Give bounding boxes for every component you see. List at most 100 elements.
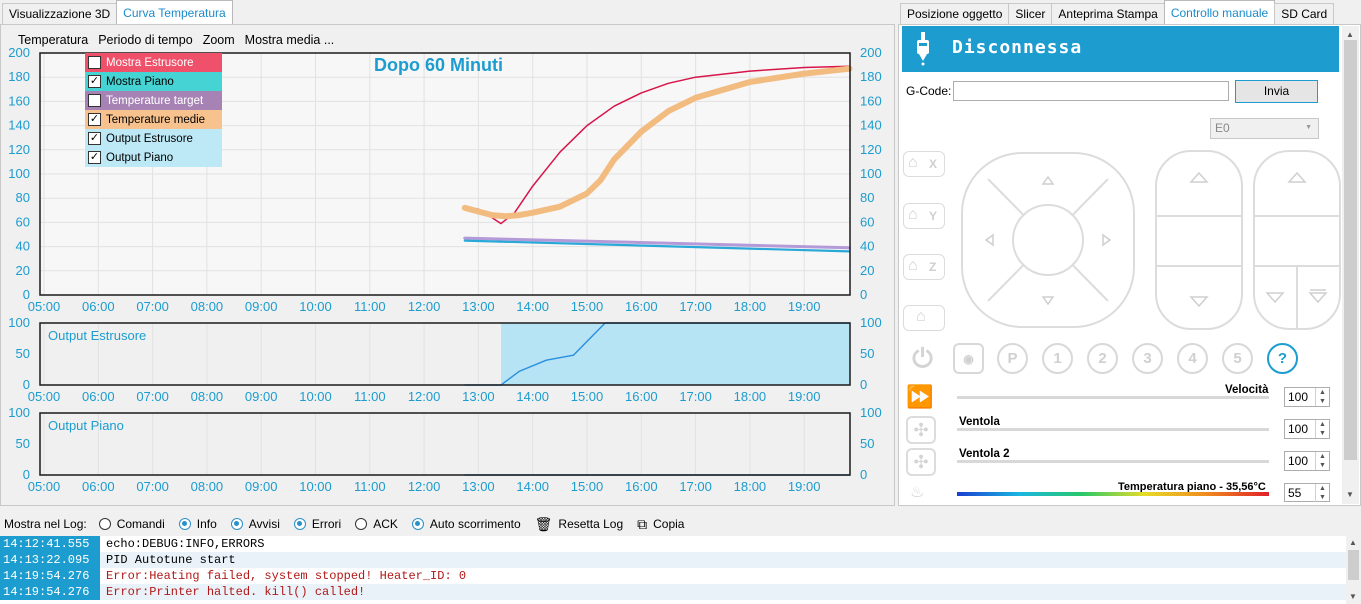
tab-manual-control[interactable]: Controllo manuale xyxy=(1163,0,1276,24)
x-tick-label: 08:00 xyxy=(191,389,224,404)
tab-3d-view[interactable]: Visualizzazione 3D xyxy=(2,3,118,24)
fan-stepper[interactable]: 100 ▲ ▼ xyxy=(1284,419,1330,439)
menu-temperature[interactable]: Temperatura xyxy=(18,33,89,47)
preset-4-button[interactable]: 4 xyxy=(1177,343,1208,374)
legend-item[interactable]: ✓ Temperature medie xyxy=(85,110,222,129)
emergency-stop-icon[interactable]: ◉ xyxy=(953,343,984,374)
scrollbar-thumb[interactable] xyxy=(1348,550,1359,580)
log-option-autoscroll[interactable]: Auto scorrimento xyxy=(411,517,521,531)
arrow-down-icon[interactable] xyxy=(1041,296,1055,306)
home-y-label: Y xyxy=(929,209,938,223)
home-x-button[interactable]: ⌂ X xyxy=(903,151,945,177)
x-tick-label: 18:00 xyxy=(734,479,767,494)
log-option-warnings[interactable]: Avvisi xyxy=(230,517,280,531)
log-option-info[interactable]: Info xyxy=(178,517,217,531)
tab-print-preview[interactable]: Anteprima Stampa xyxy=(1051,3,1165,24)
arrow-right-icon[interactable] xyxy=(1102,233,1112,247)
menu-time-period[interactable]: Periodo di tempo xyxy=(98,33,193,47)
fan2-slider[interactable] xyxy=(957,460,1269,463)
tab-object-position[interactable]: Posizione oggetto xyxy=(900,3,1010,24)
checkbox[interactable]: ✓ xyxy=(88,132,101,145)
speed-slider[interactable] xyxy=(957,396,1269,399)
arrow-left-icon[interactable] xyxy=(984,233,994,247)
log-scrollbar[interactable]: ▲ ▼ xyxy=(1346,536,1361,604)
scrollbar-thumb[interactable] xyxy=(1344,40,1357,460)
menu-show-average[interactable]: Mostra media ... xyxy=(244,33,335,47)
fan2-icon: ✣ xyxy=(906,448,936,476)
preset-2-button[interactable]: 2 xyxy=(1087,343,1118,374)
scroll-up-arrow[interactable]: ▲ xyxy=(1349,538,1357,547)
extrude-up-icon[interactable] xyxy=(1287,171,1307,183)
stepper-arrows[interactable]: ▲ ▼ xyxy=(1315,484,1329,502)
radio-errors[interactable] xyxy=(293,518,306,530)
scroll-up-arrow[interactable]: ▲ xyxy=(1346,30,1354,39)
legend-label: Temperature target xyxy=(106,94,204,107)
y-tick-label: 80 xyxy=(860,190,874,205)
tab-temperature-curve[interactable]: Curva Temperatura xyxy=(116,0,233,24)
menu-zoom[interactable]: Zoom xyxy=(202,33,235,47)
extruder-select-value: E0 xyxy=(1215,121,1230,135)
x-tick-label: 17:00 xyxy=(679,299,712,314)
bed-temperature-slider[interactable] xyxy=(957,492,1269,496)
home-z-button[interactable]: ⌂ Z xyxy=(903,254,945,280)
power-icon[interactable]: ⏻ xyxy=(912,342,933,373)
stepper-arrows[interactable]: ▲ ▼ xyxy=(1315,388,1329,406)
extrude-down-icon[interactable] xyxy=(1265,292,1285,304)
log-option-commands[interactable]: Comandi xyxy=(98,517,165,531)
legend-item[interactable]: ✓ Temperature target xyxy=(85,91,222,110)
radio-ack[interactable] xyxy=(355,518,368,530)
gcode-input[interactable] xyxy=(953,81,1229,101)
radio-info[interactable] xyxy=(178,518,191,530)
tab-slicer[interactable]: Slicer xyxy=(1008,3,1053,24)
scroll-down-arrow[interactable]: ▼ xyxy=(1346,490,1354,499)
y-tick-label: 120 xyxy=(860,142,882,157)
z-jog-pad[interactable] xyxy=(1154,149,1244,331)
fan2-stepper[interactable]: 100 ▲ ▼ xyxy=(1284,451,1330,471)
preset-1-button[interactable]: 1 xyxy=(1042,343,1073,374)
preset-5-button[interactable]: 5 xyxy=(1222,343,1253,374)
home-all-button[interactable]: ⌂ xyxy=(903,305,945,331)
extrude-fast-icon[interactable] xyxy=(1308,292,1328,304)
scroll-down-arrow[interactable]: ▼ xyxy=(1349,592,1357,601)
legend-item[interactable]: ✓ Output Estrusore xyxy=(85,129,222,148)
radio-warnings[interactable] xyxy=(230,518,243,530)
checkbox[interactable]: ✓ xyxy=(88,56,101,69)
legend-item[interactable]: ✓ Mostra Piano xyxy=(85,72,222,91)
copy-log-button[interactable]: ⧉ Copia xyxy=(637,516,684,533)
y-tick-label: 100 xyxy=(860,405,882,420)
log-option-errors[interactable]: Errori xyxy=(293,517,341,531)
log-option-ack[interactable]: ACK xyxy=(355,517,398,531)
stepper-arrows[interactable]: ▲ ▼ xyxy=(1315,420,1329,438)
extruder-jog-pad[interactable] xyxy=(1252,149,1342,331)
bed-temperature-stepper[interactable]: 55 ▲ ▼ xyxy=(1284,483,1330,502)
legend-item[interactable]: ✓ Output Piano xyxy=(85,148,222,167)
legend-item[interactable]: ✓ Mostra Estrusore xyxy=(85,53,222,72)
legend-label: Output Piano xyxy=(106,151,174,164)
fan-slider[interactable] xyxy=(957,428,1269,431)
parking-button[interactable]: P xyxy=(997,343,1028,374)
z-down-icon[interactable] xyxy=(1189,296,1209,308)
x-tick-label: 11:00 xyxy=(354,479,386,494)
checkbox[interactable]: ✓ xyxy=(88,94,101,107)
extruder-select[interactable]: E0 ▼ xyxy=(1210,118,1319,139)
help-button[interactable]: ? xyxy=(1267,343,1298,374)
arrow-up-icon[interactable] xyxy=(1041,175,1055,185)
preset-3-button[interactable]: 3 xyxy=(1132,343,1163,374)
y-tick-label: 20 xyxy=(16,263,30,278)
y-tick-label: 0 xyxy=(23,287,30,302)
checkbox[interactable]: ✓ xyxy=(88,75,101,88)
reset-log-button[interactable]: 🗑 Resetta Log xyxy=(535,516,624,533)
checkbox[interactable]: ✓ xyxy=(88,113,101,126)
radio-commands[interactable] xyxy=(98,518,111,530)
checkbox[interactable]: ✓ xyxy=(88,151,101,164)
send-button[interactable]: Invia xyxy=(1235,80,1318,103)
tab-sd-card[interactable]: SD Card xyxy=(1274,3,1335,24)
z-up-icon[interactable] xyxy=(1189,171,1209,183)
speed-stepper[interactable]: 100 ▲ ▼ xyxy=(1284,387,1330,407)
xy-jog-pad[interactable] xyxy=(958,149,1138,331)
x-tick-label: 07:00 xyxy=(136,389,169,404)
radio-autoscroll[interactable] xyxy=(411,518,424,530)
stepper-arrows[interactable]: ▲ ▼ xyxy=(1315,452,1329,470)
right-scrollbar[interactable]: ▲ ▼ xyxy=(1342,26,1359,504)
home-y-button[interactable]: ⌂ Y xyxy=(903,203,945,229)
